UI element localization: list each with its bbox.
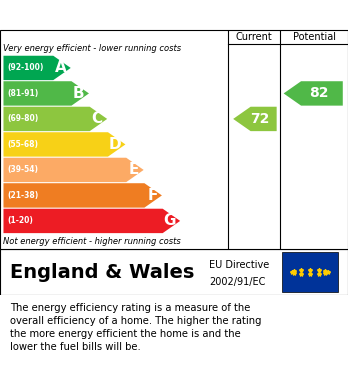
Text: Current: Current: [236, 32, 272, 42]
Text: (1-20): (1-20): [8, 217, 33, 226]
Polygon shape: [3, 158, 144, 182]
Text: C: C: [92, 111, 103, 126]
Polygon shape: [3, 183, 162, 208]
Text: (92-100): (92-100): [8, 63, 44, 72]
Text: 2002/91/EC: 2002/91/EC: [209, 277, 265, 287]
Text: Potential: Potential: [293, 32, 335, 42]
Text: (55-68): (55-68): [8, 140, 39, 149]
Text: E: E: [129, 162, 139, 178]
Polygon shape: [233, 107, 277, 131]
Text: Very energy efficient - lower running costs: Very energy efficient - lower running co…: [3, 44, 182, 53]
Polygon shape: [3, 81, 89, 106]
Text: EU Directive: EU Directive: [209, 260, 269, 270]
Text: B: B: [73, 86, 85, 101]
Polygon shape: [284, 81, 343, 106]
Polygon shape: [3, 209, 180, 233]
Text: (81-91): (81-91): [8, 89, 39, 98]
Bar: [282, 252, 338, 292]
Text: (21-38): (21-38): [8, 191, 39, 200]
Text: D: D: [109, 137, 121, 152]
Text: A: A: [55, 61, 66, 75]
Polygon shape: [3, 132, 125, 157]
Text: Energy Efficiency Rating: Energy Efficiency Rating: [7, 7, 217, 23]
Text: Not energy efficient - higher running costs: Not energy efficient - higher running co…: [3, 237, 181, 246]
Text: G: G: [163, 213, 176, 228]
Text: 82: 82: [309, 86, 328, 100]
Text: (69-80): (69-80): [8, 115, 39, 124]
Polygon shape: [3, 107, 107, 131]
Text: (39-54): (39-54): [8, 165, 39, 174]
Text: The energy efficiency rating is a measure of the
overall efficiency of a home. T: The energy efficiency rating is a measur…: [10, 303, 262, 352]
Polygon shape: [3, 56, 71, 80]
Text: England & Wales: England & Wales: [10, 262, 195, 282]
Text: F: F: [147, 188, 158, 203]
Text: 72: 72: [251, 112, 270, 126]
